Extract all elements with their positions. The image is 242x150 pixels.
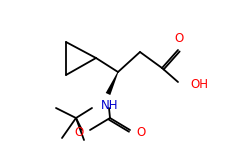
Polygon shape bbox=[106, 72, 118, 95]
Text: OH: OH bbox=[190, 78, 208, 90]
Text: O: O bbox=[136, 126, 145, 138]
Text: O: O bbox=[174, 32, 184, 45]
Text: O: O bbox=[75, 126, 84, 138]
Text: NH: NH bbox=[101, 99, 119, 112]
